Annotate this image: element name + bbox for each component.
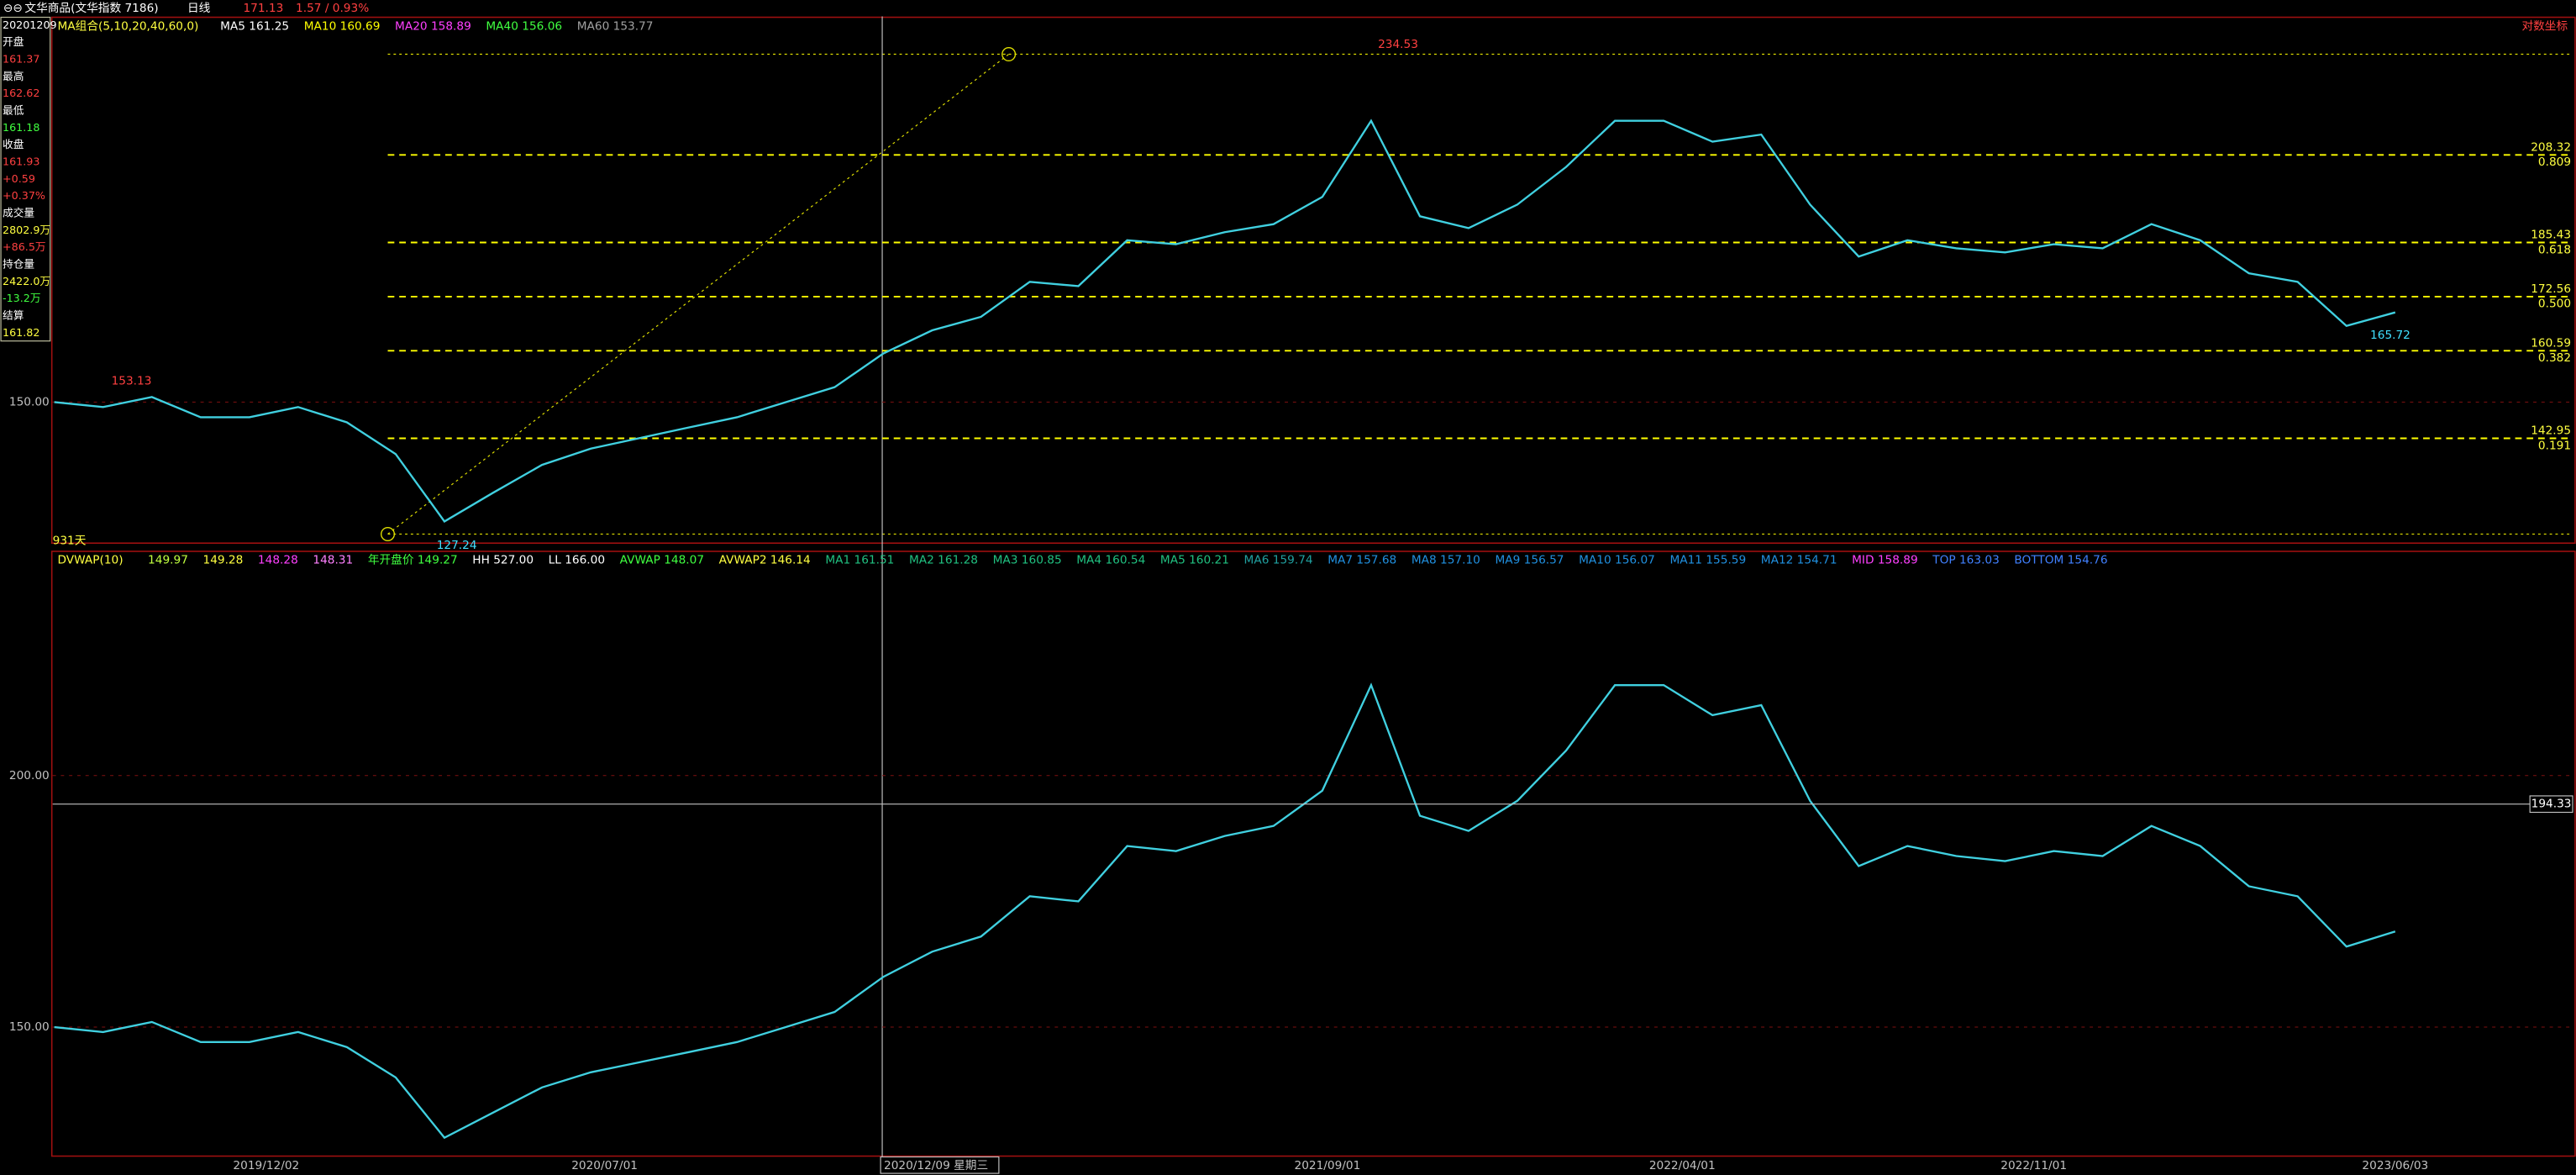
fib-value: 208.32 [2531,140,2571,154]
legend-item: MA9 156.57 [1495,554,1564,567]
fib-value: 142.95 [2531,424,2571,438]
legend-item: MID 158.89 [1852,554,1918,567]
legend-item: MA6 159.74 [1244,554,1313,567]
fib-value: 160.59 [2531,337,2571,350]
legend-item: MA60 153.77 [577,19,654,33]
legend-item: MA5 160.21 [1160,554,1229,567]
legend-title: DVWAP(10) [58,554,124,567]
legend-item: 149.28 [203,554,244,567]
info-line: 最高 [3,70,24,82]
fib-handle[interactable] [1001,47,1017,62]
lower-frame [50,551,2576,1157]
price-change: 1.57 / 0.93% [296,2,369,15]
y-tick-label: 200.00 [9,769,50,782]
legend-item: TOP 163.03 [1932,554,2000,567]
legend-item: MA40 156.06 [486,19,562,33]
annotation: 153.13 [112,375,152,388]
info-line: 161.93 [3,155,39,167]
upper-frame [50,16,2576,544]
cursor-box [2529,795,2573,814]
x-tick-label: 2023/06/03 [2362,1159,2428,1172]
legend-item: HH 527.00 [472,554,534,567]
info-line: +0.37% [3,189,45,202]
legend-item: MA10 160.69 [304,19,381,33]
fib-trend-line [387,54,1009,535]
fib-value: 185.43 [2531,229,2571,242]
fib-ratio: 0.809 [2538,155,2571,169]
legend-item: AVWAP 148.07 [620,554,704,567]
x-tick-label: 2022/04/01 [1649,1159,1716,1172]
legend-item: MA12 154.71 [1761,554,1837,567]
chart-layer: 20201209 开盘 161.37 最高 162.62 最低 161.18 收盘 161.93… [3,18,2574,1174]
legend-item: MA10 156.07 [1579,554,1655,567]
fib-ratio: 0.618 [2538,243,2571,256]
legend-item: MA3 160.85 [993,554,1062,567]
annotation: 165.72 [2370,329,2410,342]
legend-item: MA7 157.68 [1327,554,1396,567]
price-line [54,119,2396,523]
x-tick-label: 2022/11/01 [2000,1159,2067,1172]
legend-item: MA4 160.54 [1076,554,1145,567]
info-line: -13.2万 [3,292,41,304]
corner-label: 对数坐标 [2521,19,2568,33]
info-line: 161.37 [3,52,39,65]
legend-item: 149.97 [148,554,188,567]
info-panel [0,16,51,342]
annotation: 127.24 [437,539,477,552]
x-tick-label: 2019/12/02 [233,1159,299,1172]
y-tick-label: 150.00 [9,395,50,408]
x-tick-label: 2021/09/01 [1295,1159,1361,1172]
info-line: 收盘 [3,138,24,150]
legend-item: MA1 161.51 [825,554,894,567]
price-line-lower [54,682,2396,1140]
info-line: 持仓量 [3,257,34,270]
fib-ratio: 0.382 [2538,351,2571,365]
legend-title: MA组合(5,10,20,40,60,0) [58,19,199,33]
fib-ratio: 0.500 [2538,298,2571,311]
info-line: 2802.9万 [3,224,50,236]
x-tick-label: 2020/12/09 星期三 [884,1159,988,1172]
legend-item: LL 166.00 [549,554,605,567]
annotation: 234.53 [1378,38,1418,51]
info-line: 161.18 [3,121,39,134]
info-line: 162.62 [3,87,39,99]
legend-item: MA20 158.89 [395,19,471,33]
menu-icon[interactable]: ⊖⊖ [3,2,23,15]
legend-item: MA8 157.10 [1412,554,1480,567]
legend-item: 148.28 [258,554,298,567]
y-tick-label: 150.00 [9,1020,50,1034]
info-line: 20201209 [3,18,57,31]
info-line: 结算 [3,308,24,321]
legend-item: 年开盘价 149.27 [368,553,458,567]
legend-item: 148.31 [313,554,353,567]
annotation: 931天 [53,534,87,547]
fib-handle[interactable] [381,526,396,541]
fib-ratio: 0.191 [2538,439,2571,452]
info-line: +0.59 [3,172,35,185]
fib-value: 172.56 [2531,282,2571,296]
legend-item: AVWAP2 146.14 [719,554,811,567]
legend-item: BOTTOM 154.76 [2014,554,2107,567]
info-line: 最低 [3,103,24,116]
x-cursor-box [880,1156,1000,1174]
last-price: 171.13 [243,2,283,15]
info-line: 161.82 [3,326,39,339]
legend-item: MA5 161.25 [220,19,289,33]
legend-item: MA2 161.28 [909,554,978,567]
info-line: 成交量 [3,206,34,219]
symbol[interactable]: 文华商品(文华指数 7186) [24,2,158,15]
cursor-value: 194.33 [2531,798,2572,811]
period[interactable]: 日线 [187,2,211,15]
info-line: +86.5万 [3,240,46,253]
legend-item: MA11 155.59 [1669,554,1746,567]
x-tick-label: 2020/07/01 [571,1159,638,1172]
info-line: 开盘 [3,35,24,48]
info-line: 2422.0万 [3,275,50,287]
